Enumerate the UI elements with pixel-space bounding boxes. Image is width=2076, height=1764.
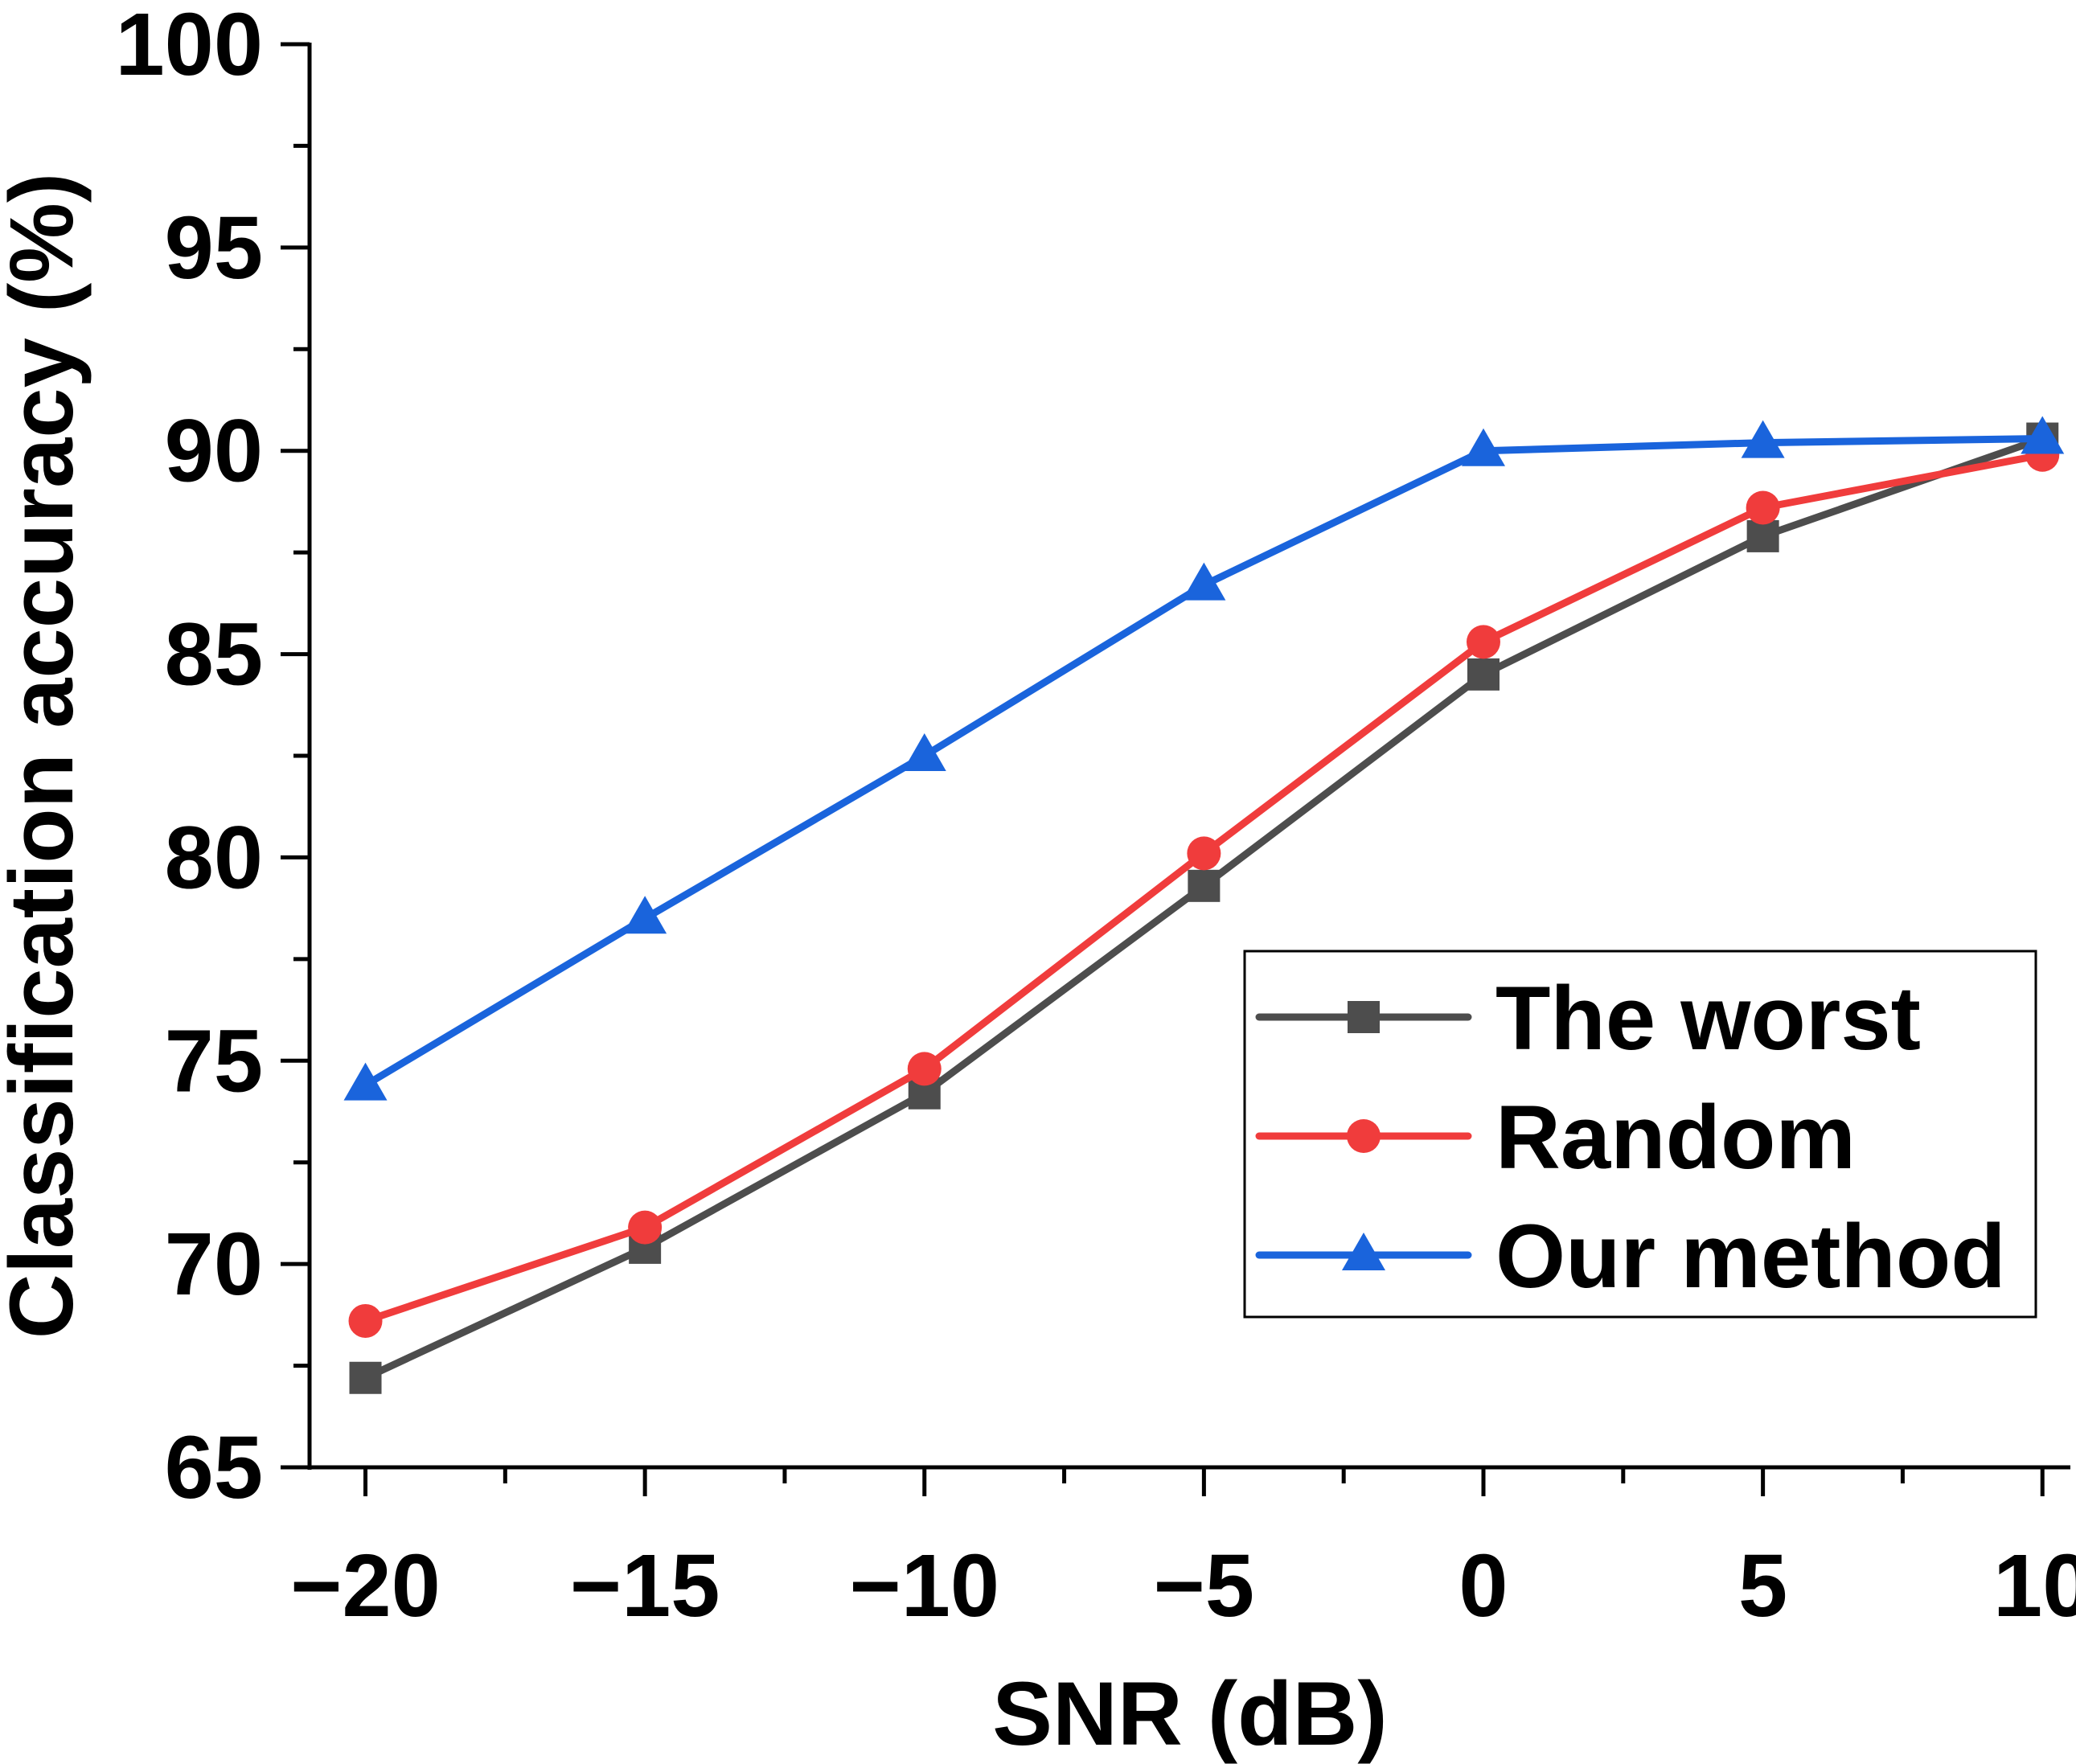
series-group: [343, 416, 2065, 1394]
legend-marker: [1348, 1001, 1380, 1033]
series-our-method: [343, 416, 2065, 1101]
y-tick-label: 100: [115, 0, 263, 94]
y-tick-label: 65: [165, 1418, 263, 1517]
data-point: [1746, 490, 1780, 525]
data-point: [1462, 428, 1505, 466]
data-point: [1467, 658, 1500, 691]
legend-item: Random: [1255, 1087, 1856, 1188]
legend-label: Our method: [1495, 1206, 2006, 1307]
data-point: [1182, 562, 1226, 601]
x-tick-label: −10: [849, 1536, 999, 1635]
x-axis-ticks: −20 −15 −10 −5 0 5 10: [290, 1467, 2076, 1635]
x-tick-label: −20: [290, 1536, 441, 1635]
x-tick-label: 10: [1993, 1536, 2076, 1635]
x-tick-label: −5: [1154, 1536, 1254, 1635]
data-point: [623, 896, 667, 934]
data-point: [343, 1062, 388, 1101]
legend-marker: [1347, 1119, 1381, 1153]
data-point: [1741, 420, 1785, 458]
series-random: [348, 437, 2060, 1338]
y-tick-label: 75: [165, 1011, 263, 1110]
legend-item: Our method: [1255, 1206, 2006, 1307]
y-tick-label: 70: [165, 1215, 263, 1314]
legend-marker: [1342, 1233, 1385, 1270]
data-point: [1187, 836, 1221, 871]
legend-item: The worst: [1255, 968, 1921, 1069]
data-point: [349, 1361, 382, 1394]
y-tick-label: 85: [165, 605, 263, 704]
y-tick-label: 80: [165, 808, 263, 907]
data-point: [628, 1210, 663, 1245]
y-tick-label: 95: [165, 199, 263, 297]
x-axis-title: SNR (dB): [992, 1663, 1387, 1764]
x-tick-label: 0: [1459, 1536, 1508, 1635]
legend-label: Random: [1495, 1087, 1856, 1188]
x-tick-label: −15: [570, 1536, 720, 1635]
legend: The worst Random Our method: [1243, 950, 2037, 1319]
data-point: [1188, 869, 1221, 902]
legend-label: The worst: [1495, 968, 1921, 1069]
y-axis-title: Classification accuracy (%): [0, 173, 92, 1339]
x-tick-label: 5: [1738, 1536, 1787, 1635]
y-axis-ticks: 65 70 75 80 85 90 95 100: [115, 0, 310, 1517]
y-tick-label: 90: [165, 402, 263, 501]
data-point: [902, 733, 946, 771]
data-point: [2021, 416, 2065, 454]
data-point: [1746, 519, 1779, 552]
data-point: [1467, 625, 1500, 659]
data-point: [348, 1303, 383, 1338]
data-point: [907, 1052, 942, 1086]
